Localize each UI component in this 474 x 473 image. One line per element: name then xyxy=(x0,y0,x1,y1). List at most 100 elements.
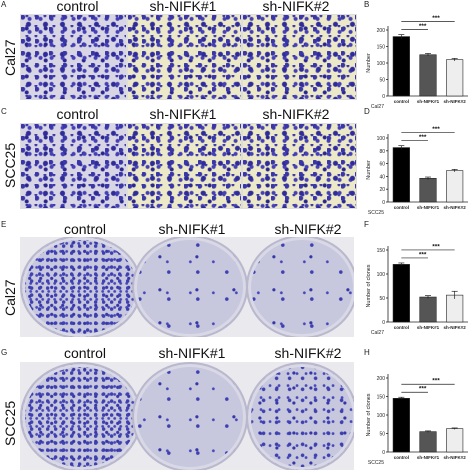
transwell-image-control xyxy=(20,14,127,100)
transwell-image-sh-nifk-2 xyxy=(242,123,357,209)
bar xyxy=(392,398,410,453)
bar-chart-f: 0 50 100 150 Number of clones Cal27 control sh-… xyxy=(356,228,474,338)
y-tick-label: 50 xyxy=(379,78,385,84)
y-tick-label: 150 xyxy=(377,395,386,401)
x-tick-label: sh-NIFK#1 xyxy=(417,205,440,210)
bar xyxy=(446,170,464,203)
column-label-sh-nifk-1: sh-NIFK#1 xyxy=(158,345,226,361)
bar xyxy=(392,264,410,323)
bar-chart-d: 0 20 40 60 80 100 Number SCC25 control sh-NIFK#1 s… xyxy=(356,116,474,218)
transwell-image-sh-nifk-1 xyxy=(127,123,242,209)
transwell-image-sh-nifk-1 xyxy=(127,14,242,100)
column-label-control: control xyxy=(63,221,107,237)
x-tick-label: control xyxy=(394,205,409,210)
y-tick-label: 100 xyxy=(377,413,386,419)
bar xyxy=(392,147,410,203)
y-tick-label: 0 xyxy=(382,94,385,100)
y-tick-label: 40 xyxy=(379,174,385,180)
column-label-sh-nifk-1: sh-NIFK#1 xyxy=(158,221,226,237)
panel-letter: D xyxy=(364,107,370,116)
bar-chart-h: 0 50 100 150 200 Number of clones SCC25 control… xyxy=(356,356,474,468)
bar xyxy=(419,431,437,453)
colony-plates-row xyxy=(20,362,354,470)
bar xyxy=(392,36,410,97)
y-axis-label: Number of clones xyxy=(366,393,372,436)
x-group-label: SCC25 xyxy=(368,210,384,216)
y-tick-label: 100 xyxy=(377,272,386,278)
y-tick-label: 50 xyxy=(379,296,385,302)
panel-letter: E xyxy=(1,220,7,229)
y-tick-label: 0 xyxy=(382,320,385,326)
chart-svg: 0 20 40 60 80 100 Number SCC25 control sh-NIFK#1 s… xyxy=(366,126,468,216)
bar xyxy=(419,178,437,203)
significance-label: *** xyxy=(432,243,440,250)
column-label-sh-nifk-2: sh-NIFK#2 xyxy=(274,221,342,237)
chart-svg: 0 50 100 150 200 Number Cal27 control sh-NIFK#1 s… xyxy=(366,15,468,110)
significance-label: *** xyxy=(432,15,440,22)
bar xyxy=(419,296,437,323)
panel-letter: B xyxy=(364,0,370,9)
bar xyxy=(446,428,464,453)
bar xyxy=(419,54,437,97)
y-tick-label: 50 xyxy=(379,432,385,438)
transwell-image-control xyxy=(20,123,127,209)
x-group-label: Cal27 xyxy=(371,104,384,110)
colony-plate-sh-nifk-1 xyxy=(132,237,248,337)
significance-label: *** xyxy=(432,378,440,385)
significance-label: *** xyxy=(419,134,427,141)
y-axis-label: Number of clones xyxy=(366,264,372,307)
colony-plate-control xyxy=(20,362,142,470)
x-tick-label: sh-NIFK#1 xyxy=(417,325,440,330)
column-label-sh-nifk-2: sh-NIFK#2 xyxy=(274,345,342,361)
column-label-sh-nifk-1: sh-NIFK#1 xyxy=(149,0,217,14)
significance-label: *** xyxy=(419,23,427,30)
x-group-label: Cal27 xyxy=(371,330,384,336)
bar-chart-b: 0 50 100 150 200 Number Cal27 control sh-NIFK#1 s… xyxy=(356,8,474,112)
significance-label: *** xyxy=(419,251,427,258)
y-axis-label: Number xyxy=(366,53,372,73)
x-group-label: SCC25 xyxy=(368,460,384,466)
panel-letter: A xyxy=(1,0,7,9)
column-label-sh-nifk-2: sh-NIFK#2 xyxy=(262,0,330,14)
x-tick-label: sh-NIFK#2 xyxy=(444,325,467,330)
row-label: SCC25 xyxy=(2,400,18,446)
x-tick-label: sh-NIFK#2 xyxy=(444,99,467,104)
row-label: Cal27 xyxy=(2,39,18,76)
colony-plate-sh-nifk-1 xyxy=(132,362,248,470)
y-tick-label: 60 xyxy=(379,162,385,168)
y-tick-label: 80 xyxy=(379,149,385,155)
row-label: Cal27 xyxy=(2,279,18,316)
y-axis-label: Number xyxy=(366,160,372,180)
x-tick-label: sh-NIFK#2 xyxy=(444,455,467,460)
x-tick-label: sh-NIFK#2 xyxy=(444,205,467,210)
panel-letter: C xyxy=(1,107,7,116)
y-tick-label: 0 xyxy=(382,450,385,456)
y-tick-label: 200 xyxy=(377,376,386,382)
y-tick-label: 0 xyxy=(382,200,385,206)
column-label-control: control xyxy=(56,106,99,122)
transwell-image-sh-nifk-2 xyxy=(242,14,357,100)
bar xyxy=(446,294,464,323)
y-tick-label: 100 xyxy=(377,61,386,67)
panel-letter: G xyxy=(1,348,8,357)
significance-label: *** xyxy=(432,126,440,133)
y-tick-label: 100 xyxy=(377,136,386,142)
y-tick-label: 200 xyxy=(377,28,386,34)
x-tick-label: control xyxy=(394,99,409,104)
row-label: SCC25 xyxy=(2,142,18,188)
chart-svg: 0 50 100 150 Number of clones Cal27 control sh-… xyxy=(366,243,468,336)
colony-plates-row xyxy=(20,237,354,337)
significance-label: *** xyxy=(419,386,427,393)
x-tick-label: control xyxy=(394,455,409,460)
colony-plate-sh-nifk-2 xyxy=(246,362,354,470)
colony-plate-sh-nifk-2 xyxy=(246,237,354,337)
x-tick-label: sh-NIFK#1 xyxy=(417,455,440,460)
column-label-control: control xyxy=(56,0,99,14)
column-label-sh-nifk-1: sh-NIFK#1 xyxy=(149,106,217,122)
column-label-sh-nifk-2: sh-NIFK#2 xyxy=(262,106,330,122)
y-tick-label: 150 xyxy=(377,248,386,254)
x-tick-label: sh-NIFK#1 xyxy=(417,99,440,104)
colony-plate-control xyxy=(20,237,142,337)
y-tick-label: 20 xyxy=(379,187,385,193)
panel-letter: F xyxy=(364,220,369,229)
